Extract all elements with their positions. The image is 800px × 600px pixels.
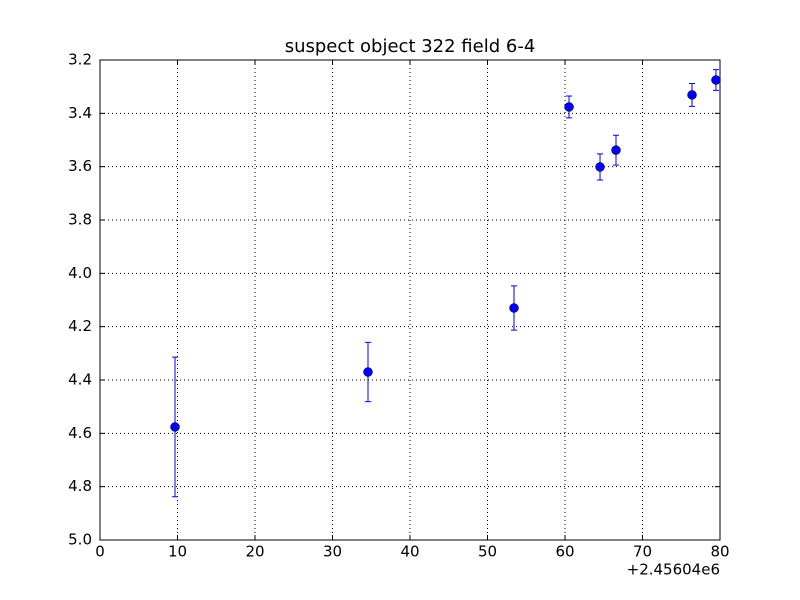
data-point bbox=[564, 102, 574, 112]
x-tick-label: 70 bbox=[633, 543, 652, 561]
data-point bbox=[611, 145, 621, 155]
data-point bbox=[509, 303, 519, 313]
y-tick-label: 5.0 bbox=[68, 531, 92, 549]
y-tick-label: 4.4 bbox=[68, 371, 92, 389]
y-tick-label: 3.2 bbox=[68, 51, 92, 69]
data-point bbox=[170, 422, 180, 432]
x-tick-label: 10 bbox=[168, 543, 187, 561]
x-tick-label: 50 bbox=[478, 543, 497, 561]
x-tick-label: 80 bbox=[710, 543, 729, 561]
data-point bbox=[363, 367, 373, 377]
y-tick-label: 4.2 bbox=[68, 317, 92, 335]
data-point bbox=[687, 90, 697, 100]
x-tick-label: 40 bbox=[400, 543, 419, 561]
y-tick-label: 3.6 bbox=[68, 157, 92, 175]
data-point bbox=[711, 75, 721, 85]
chart-title: suspect object 322 field 6-4 bbox=[285, 36, 536, 57]
x-offset-label: +2.45604e6 bbox=[627, 561, 720, 579]
plot-frame bbox=[99, 59, 721, 541]
y-tick-label: 3.4 bbox=[68, 104, 92, 122]
y-tick-label: 4.6 bbox=[68, 424, 92, 442]
y-tick-label: 4.8 bbox=[68, 477, 92, 495]
x-tick-label: 60 bbox=[555, 543, 574, 561]
x-tick-label: 30 bbox=[323, 543, 342, 561]
y-tick-label: 4.0 bbox=[68, 264, 92, 282]
y-tick-label: 3.8 bbox=[68, 211, 92, 229]
data-point bbox=[595, 162, 605, 172]
x-tick-label: 0 bbox=[95, 543, 105, 561]
x-tick-label: 20 bbox=[245, 543, 264, 561]
